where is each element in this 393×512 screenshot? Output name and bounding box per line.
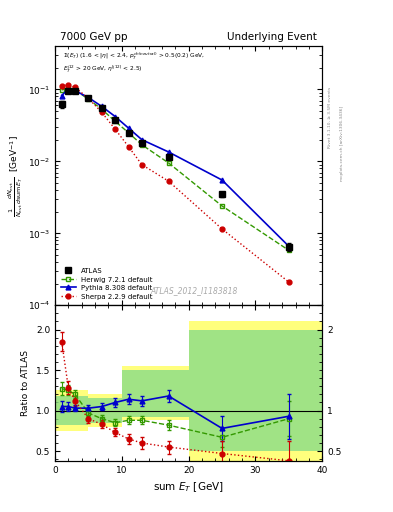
Text: Underlying Event: Underlying Event (227, 32, 317, 42)
Text: Rivet 3.1.10, ≥ 3.5M events: Rivet 3.1.10, ≥ 3.5M events (328, 87, 332, 148)
Text: 7000 GeV pp: 7000 GeV pp (61, 32, 128, 42)
Text: ATLAS_2012_I1183818: ATLAS_2012_I1183818 (150, 286, 238, 295)
Legend: ATLAS, Herwig 7.2.1 default, Pythia 8.308 default, Sherpa 2.2.9 default: ATLAS, Herwig 7.2.1 default, Pythia 8.30… (59, 265, 155, 302)
X-axis label: sum $E_T$ [GeV]: sum $E_T$ [GeV] (153, 480, 224, 494)
Y-axis label: $\frac{1}{N_\mathsf{evt}}\frac{dN_\mathsf{evt}}{d\mathsf{sum}\,E_T}$  [GeV$^{-1}: $\frac{1}{N_\mathsf{evt}}\frac{dN_\maths… (6, 135, 25, 217)
Text: $\Sigma(E_T)$ (1.6 < |$\eta$| < 2.4, $p_T^{ch(neutral)}$ > 0.5(0.2) GeV,
$E_T^{j: $\Sigma(E_T)$ (1.6 < |$\eta$| < 2.4, $p_… (63, 50, 205, 75)
Y-axis label: Ratio to ATLAS: Ratio to ATLAS (21, 350, 30, 416)
Text: mcplots.cern.ch [arXiv:1306.3436]: mcplots.cern.ch [arXiv:1306.3436] (340, 106, 344, 181)
